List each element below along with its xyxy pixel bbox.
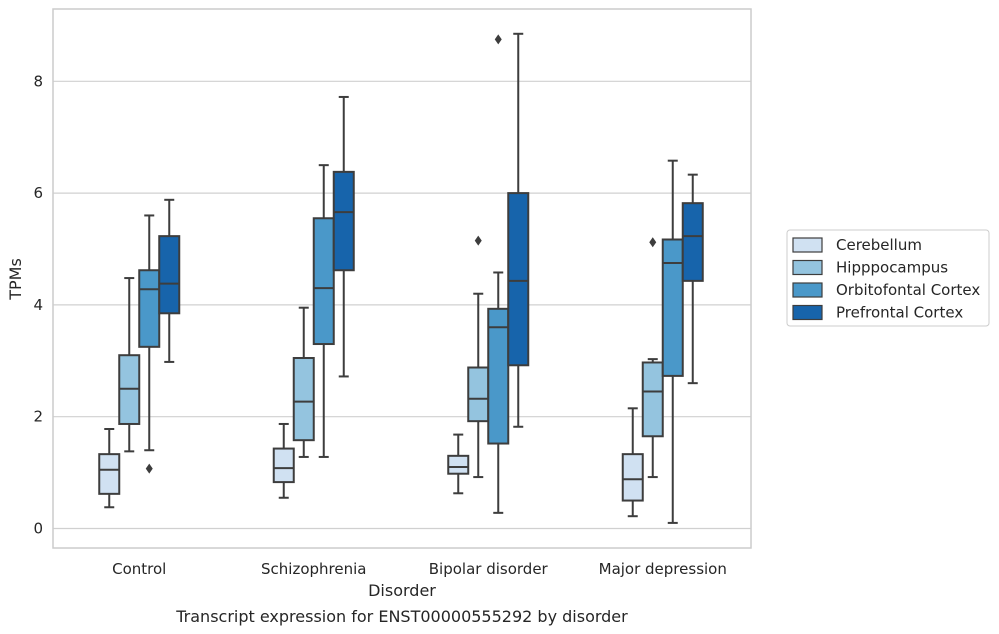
legend-swatch: [792, 237, 823, 253]
y-tick-label: 6: [33, 184, 43, 202]
x-tick-label: Bipolar disorder: [429, 560, 549, 578]
y-tick-label: 8: [33, 72, 43, 90]
legend-item: Prefrontal Cortex: [792, 304, 963, 322]
legend-swatch: [792, 282, 823, 298]
iqr-box: [467, 366, 490, 423]
iqr-box: [332, 170, 355, 272]
plot-frame: [52, 8, 752, 549]
box-1-2: [312, 164, 335, 458]
box-2-3: [507, 32, 530, 428]
outlier-point: [649, 237, 657, 248]
y-tick-label: 0: [33, 520, 43, 538]
legend-swatch: [792, 304, 823, 321]
box-3-1: [641, 237, 664, 479]
y-tick-labels: 0 2 4 6 8: [33, 72, 43, 537]
box-0-1: [118, 277, 141, 453]
box-3-2: [661, 159, 684, 524]
legend-label: Orbitofontal Cortex: [836, 281, 980, 299]
legend-item: Hipppocampus: [792, 259, 948, 277]
iqr-box: [641, 361, 664, 438]
box-2-0: [447, 433, 470, 495]
legend-frame: [786, 229, 990, 327]
outlier-point: [474, 235, 482, 246]
box-2-2: [487, 34, 510, 514]
box-0-3: [158, 198, 181, 363]
iqr-box: [661, 238, 684, 377]
legend: Cerebellum Hipppocampus Orbitofontal Corte…: [786, 229, 990, 327]
box-1-3: [332, 95, 355, 378]
legend-label: Cerebellum: [836, 236, 922, 254]
iqr-box: [158, 235, 181, 315]
iqr-box: [681, 202, 704, 282]
y-tick-label: 4: [33, 296, 43, 314]
iqr-box: [138, 269, 161, 348]
legend-label: Hipppocampus: [836, 259, 948, 277]
box-3-3: [681, 173, 704, 385]
iqr-box: [98, 453, 121, 495]
x-tick-label: Control: [112, 560, 166, 578]
box-1-0: [272, 422, 295, 499]
x-tick-labels: Control Schizophrenia Bipolar disorder Majo…: [112, 560, 727, 578]
iqr-box: [621, 453, 644, 502]
outlier-point: [494, 34, 502, 45]
iqr-box: [272, 447, 295, 484]
box-3-0: [621, 407, 644, 518]
legend-item: Cerebellum: [792, 236, 922, 254]
chart-title: Transcript expression for ENST0000055529…: [175, 607, 628, 626]
outlier-point: [145, 463, 153, 474]
box-0-0: [98, 427, 121, 509]
iqr-box: [487, 307, 510, 445]
iqr-box: [447, 454, 470, 475]
legend-swatch: [792, 259, 823, 276]
box-0-2: [138, 214, 161, 474]
box-layer: [98, 32, 704, 524]
box-1-1: [292, 306, 315, 458]
box-2-1: [467, 235, 490, 479]
iqr-box: [312, 217, 335, 346]
y-tick-label: 2: [33, 408, 43, 426]
x-tick-label: Major depression: [599, 560, 727, 578]
legend-item: Orbitofontal Cortex: [792, 281, 980, 299]
x-tick-label: Schizophrenia: [261, 560, 366, 578]
x-axis-label: Disorder: [368, 581, 436, 600]
y-axis-label: TPMs: [6, 258, 25, 301]
iqr-box: [292, 357, 315, 442]
legend-label: Prefrontal Cortex: [836, 304, 963, 322]
iqr-box: [507, 192, 530, 367]
